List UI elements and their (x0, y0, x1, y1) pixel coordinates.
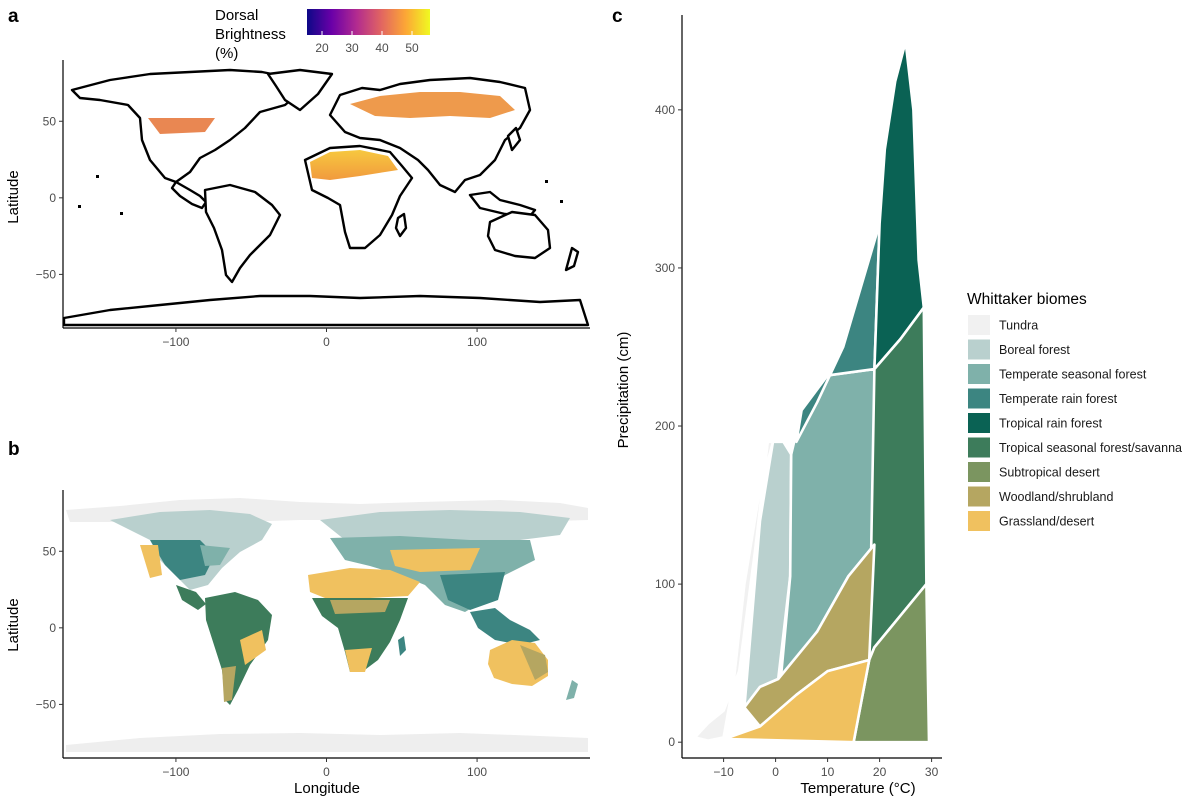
legend: Whittaker biomes Tundra Boreal forest Temp… (967, 291, 1182, 531)
panel-a-xtick-label: 100 (467, 335, 487, 349)
legend-swatch-temperate-seasonal-forest (968, 364, 990, 384)
panel-c-x-title: Temperature (°C) (800, 780, 915, 797)
panel-b-xtick-label: 0 (323, 765, 330, 779)
panel-a-y-title: Latitude (5, 170, 22, 223)
panel-b-xtick-label: −100 (162, 765, 189, 779)
legend-title: Whittaker biomes (967, 291, 1087, 308)
panel-a-xtick-label: 0 (323, 335, 330, 349)
panel-a-ytick-label: −50 (36, 267, 57, 281)
panel-a-label: a (8, 6, 19, 27)
panel-c-ytick-label: 400 (655, 103, 675, 117)
panel-c-xtick-label: −10 (713, 765, 734, 779)
colorbar-gradient (307, 9, 430, 35)
legend-label-tropical-rain-forest: Tropical rain forest (999, 417, 1103, 431)
colorbar-title-line-2: Brightness (215, 26, 286, 43)
panel-c-xtick-label: 0 (772, 765, 779, 779)
legend-swatch-boreal-forest (968, 339, 990, 360)
legend-label-subtropical-desert: Subtropical desert (999, 466, 1100, 480)
legend-items: Tundra Boreal forest Temperate seasonal fo… (968, 315, 1182, 531)
panel-b-ticks: −100 0 100 −50 0 50 (36, 544, 488, 779)
panel-a-map: a Dorsal Brightness (%) 20 30 40 50 (5, 6, 590, 349)
panel-b-ytick-label: 50 (43, 544, 57, 558)
colorbar-tick-label: 40 (375, 41, 389, 55)
legend-label-temperate-rain-forest: Temperate rain forest (999, 392, 1118, 406)
colorbar-ticks: 20 30 40 50 (315, 31, 419, 55)
colorbar-title-line-1: Dorsal (215, 7, 258, 24)
panel-c-y-title: Precipitation (cm) (615, 332, 632, 449)
panel-b-xtick-label: 100 (467, 765, 487, 779)
panel-b-y-title: Latitude (5, 598, 22, 651)
legend-label-woodland-shrubland: Woodland/shrubland (999, 490, 1113, 504)
map-b-biomes (66, 498, 588, 752)
colorbar-tick-label: 20 (315, 41, 329, 55)
panel-c-ytick-label: 300 (655, 261, 675, 275)
colorbar-title: Dorsal Brightness (%) (215, 7, 290, 62)
legend-swatch-tropical-seasonal-forest-savanna (968, 437, 990, 458)
panel-b-map: b (5, 439, 590, 797)
legend-swatch-woodland-shrubland (968, 486, 990, 507)
legend-swatch-subtropical-desert (968, 462, 990, 482)
panel-a-xtick-label: −100 (162, 335, 189, 349)
legend-label-grassland-desert: Grassland/desert (999, 515, 1095, 529)
legend-label-temperate-seasonal-forest: Temperate seasonal forest (999, 368, 1147, 382)
panel-b-ytick-label: 0 (49, 621, 56, 635)
panel-b-label: b (8, 439, 20, 460)
panel-c-label: c (612, 6, 623, 27)
legend-swatch-grassland-desert (968, 511, 990, 531)
colorbar-tick-label: 50 (405, 41, 419, 55)
legend-label-tropical-seasonal-forest-savanna: Tropical seasonal forest/savanna (999, 441, 1182, 455)
panel-a-ytick-label: 0 (49, 191, 56, 205)
map-a-land (62, 68, 590, 327)
legend-swatch-tundra (968, 315, 990, 335)
legend-label-boreal-forest: Boreal forest (999, 343, 1070, 357)
panel-c-ytick-label: 100 (655, 577, 675, 591)
panel-c-xtick-label: 10 (821, 765, 835, 779)
biome-area-grassland-desert (724, 658, 871, 744)
panel-c-xtick-label: 20 (873, 765, 887, 779)
colorbar-title-line-3: (%) (215, 45, 238, 62)
panel-c-ytick-label: 0 (668, 735, 675, 749)
panel-b-x-title: Longitude (294, 780, 360, 797)
panel-a-ytick-label: 50 (43, 114, 57, 128)
panel-a-ticks: −100 0 100 −50 0 50 (36, 114, 488, 349)
legend-swatch-temperate-rain-forest (968, 388, 990, 409)
panel-c-ytick-label: 200 (655, 419, 675, 433)
colorbar-tick-label: 30 (345, 41, 359, 55)
legend-label-tundra: Tundra (999, 319, 1038, 333)
legend-swatch-tropical-rain-forest (968, 413, 990, 433)
colorbar: Dorsal Brightness (%) 20 30 40 50 (215, 7, 430, 62)
panel-c-biome-areas (693, 40, 931, 744)
panel-b-ytick-label: −50 (36, 697, 57, 711)
panel-c-xtick-label: 30 (925, 765, 939, 779)
